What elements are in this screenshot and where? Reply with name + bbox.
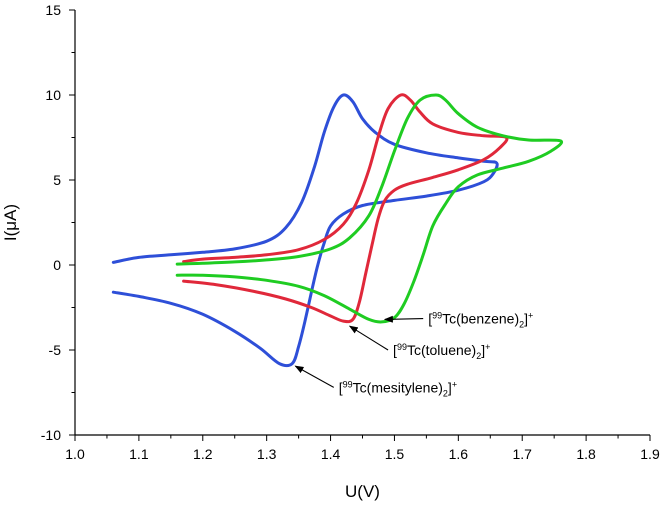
series-line-blue bbox=[111, 93, 499, 368]
annotation-arrow bbox=[294, 365, 335, 388]
annotations: [99Tc(benzene)2]+ [99Tc(toluene)2]+ [99Tc(… bbox=[294, 311, 533, 398]
x-tick-label: 1.4 bbox=[321, 446, 341, 462]
x-tick-label: 1.9 bbox=[640, 446, 660, 462]
x-tick-label: 1.6 bbox=[449, 446, 469, 462]
data-series bbox=[111, 93, 563, 368]
annotation-arrow bbox=[383, 315, 424, 323]
x-tick-label: 1.0 bbox=[65, 446, 85, 462]
annotation-mesitylene: [99Tc(mesitylene)2]+ bbox=[339, 379, 457, 398]
y-tick-label: 5 bbox=[53, 172, 61, 188]
annotation-arrow bbox=[348, 325, 389, 351]
y-tick-label: 0 bbox=[53, 257, 61, 273]
series-line-green bbox=[175, 93, 563, 324]
y-axis-title: I(μA) bbox=[1, 204, 20, 241]
y-tick-label: -10 bbox=[41, 427, 61, 443]
y-tick-label: 10 bbox=[45, 87, 61, 103]
axes: 1.0 1.1 1.2 1.3 1.4 1.5 1.6 1.7 1.8 1.9 -10 -5 0 5 10 1… bbox=[41, 2, 660, 462]
annotation-benzene: [99Tc(benzene)2]+ bbox=[428, 311, 533, 330]
y-tick-label: -5 bbox=[49, 342, 62, 358]
series-line-red bbox=[182, 93, 509, 324]
x-tick-label: 1.8 bbox=[576, 446, 596, 462]
x-tick-label: 1.1 bbox=[129, 446, 149, 462]
y-tick-label: 15 bbox=[45, 2, 61, 18]
x-tick-label: 1.7 bbox=[512, 446, 532, 462]
annotation-toluene: [99Tc(toluene)2]+ bbox=[393, 342, 490, 361]
x-tick-label: 1.2 bbox=[193, 446, 213, 462]
x-tick-label: 1.5 bbox=[385, 446, 405, 462]
x-axis-title: U(V) bbox=[345, 482, 380, 501]
x-tick-label: 1.3 bbox=[257, 446, 277, 462]
